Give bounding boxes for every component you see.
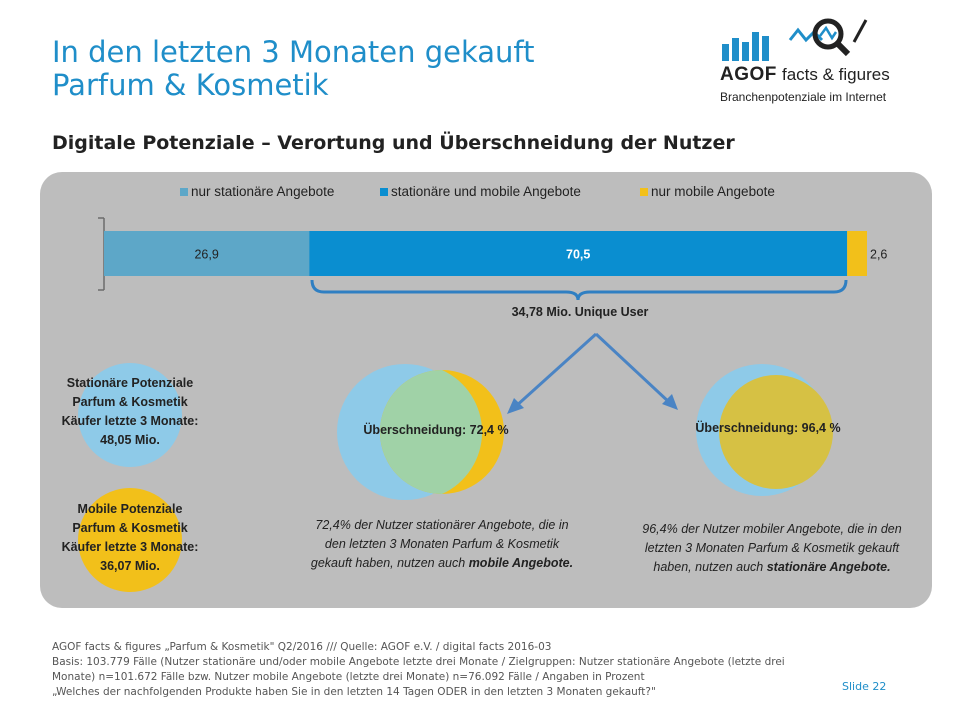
footer-source: AGOF facts & figures „Parfum & Kosmetik"… xyxy=(52,640,912,700)
arrow-left xyxy=(513,332,598,409)
legend-label: stationäre und mobile Angebote xyxy=(391,184,581,199)
bar-segment-1 xyxy=(104,231,310,276)
legend-swatch xyxy=(640,188,648,197)
stationary-potential-value: 48,05 Mio. xyxy=(100,433,160,447)
stationary-potential-text: Stationäre Potenziale Parfum & Kosmetik … xyxy=(61,376,199,428)
stationary-potential-circle xyxy=(78,363,182,467)
legend-item-nur-stationaer: nur stationäre Angebote xyxy=(180,184,334,199)
logo-brand: AGOF xyxy=(720,64,777,85)
mobile-potential-circle xyxy=(78,488,182,592)
legend-swatch xyxy=(180,188,188,197)
overlap-left-desc-bold: mobile Angebote. xyxy=(468,556,574,570)
mobile-potential-text: Mobile Potenziale Parfum & Kosmetik Käuf… xyxy=(61,502,199,554)
overlap-left-desc-text: 72,4% der Nutzer stationärer Angebote, d… xyxy=(310,518,569,570)
footer-line-3: Monate) n=101.672 Fälle bzw. Nutzer mobi… xyxy=(52,671,645,683)
bar-segments: 26,9 70,5 2,6 xyxy=(104,231,887,276)
mobile-potential-value: 36,07 Mio. xyxy=(100,559,160,573)
bar-value-label-1: 26,9 xyxy=(194,248,218,262)
footer-line-2: Basis: 103.779 Fälle (Nutzer stationäre … xyxy=(52,656,785,668)
bar-value-label-3: 2,6 xyxy=(870,248,887,262)
agof-logo: AGOF facts & figures Branchenpotenziale … xyxy=(716,14,916,110)
title-line-2: Parfum & Kosmetik xyxy=(52,68,329,102)
unique-user-annotation: 34,78 Mio. Unique User xyxy=(511,305,649,319)
page-title: In den letzten 3 Monaten gekauft Parfum … xyxy=(52,36,534,102)
footer-line-1: AGOF facts & figures „Parfum & Kosmetik"… xyxy=(52,641,552,653)
bar-value-label-2: 70,5 xyxy=(566,248,590,262)
title-line-1: In den letzten 3 Monaten gekauft xyxy=(52,35,535,69)
bar-chart-magnifier-icon xyxy=(722,18,868,61)
legend-item-stationaer-mobil: stationäre und mobile Angebote xyxy=(380,184,581,199)
overlap-right-desc-text: 96,4% der Nutzer mobiler Angebote, die i… xyxy=(642,522,902,574)
stationary-potential-label: Stationäre Potenziale Parfum & Kosmetik … xyxy=(58,374,202,450)
arrow-right-head xyxy=(662,394,678,410)
legend-item-nur-mobil: nur mobile Angebote xyxy=(640,184,775,199)
overlap-right-label: Überschneidung: 96,4 % xyxy=(695,421,841,435)
arrow-left-head xyxy=(507,398,524,414)
bar-segment-2 xyxy=(309,231,848,276)
legend-label: nur mobile Angebote xyxy=(651,184,775,199)
legend-label: nur stationäre Angebote xyxy=(191,184,335,199)
footer-line-4: „Welches der nachfolgenden Produkte habe… xyxy=(52,686,656,698)
page-subtitle: Digitale Potenziale – Verortung und Über… xyxy=(52,132,735,154)
overlap-left-label: Überschneidung: 72,4 % xyxy=(363,423,509,437)
legend-swatch xyxy=(380,188,388,197)
logo-subtitle: Branchenpotenziale im Internet xyxy=(720,90,887,104)
bar-segment-3 xyxy=(847,231,867,276)
mobile-potential-label: Mobile Potenziale Parfum & Kosmetik Käuf… xyxy=(58,500,202,576)
unique-user-brace xyxy=(310,279,848,301)
overlap-right-desc-bold: stationäre Angebote. xyxy=(766,560,891,574)
slide-number: Slide 22 xyxy=(842,680,887,693)
logo-tagline: facts & figures xyxy=(782,65,890,84)
overlap-right-description: 96,4% der Nutzer mobiler Angebote, die i… xyxy=(640,520,904,577)
venn-right-mobile-circle xyxy=(719,375,833,489)
arrow-right xyxy=(594,332,672,405)
venn-left-overlap xyxy=(380,370,483,494)
overlap-left-description: 72,4% der Nutzer stationärer Angebote, d… xyxy=(306,516,578,573)
